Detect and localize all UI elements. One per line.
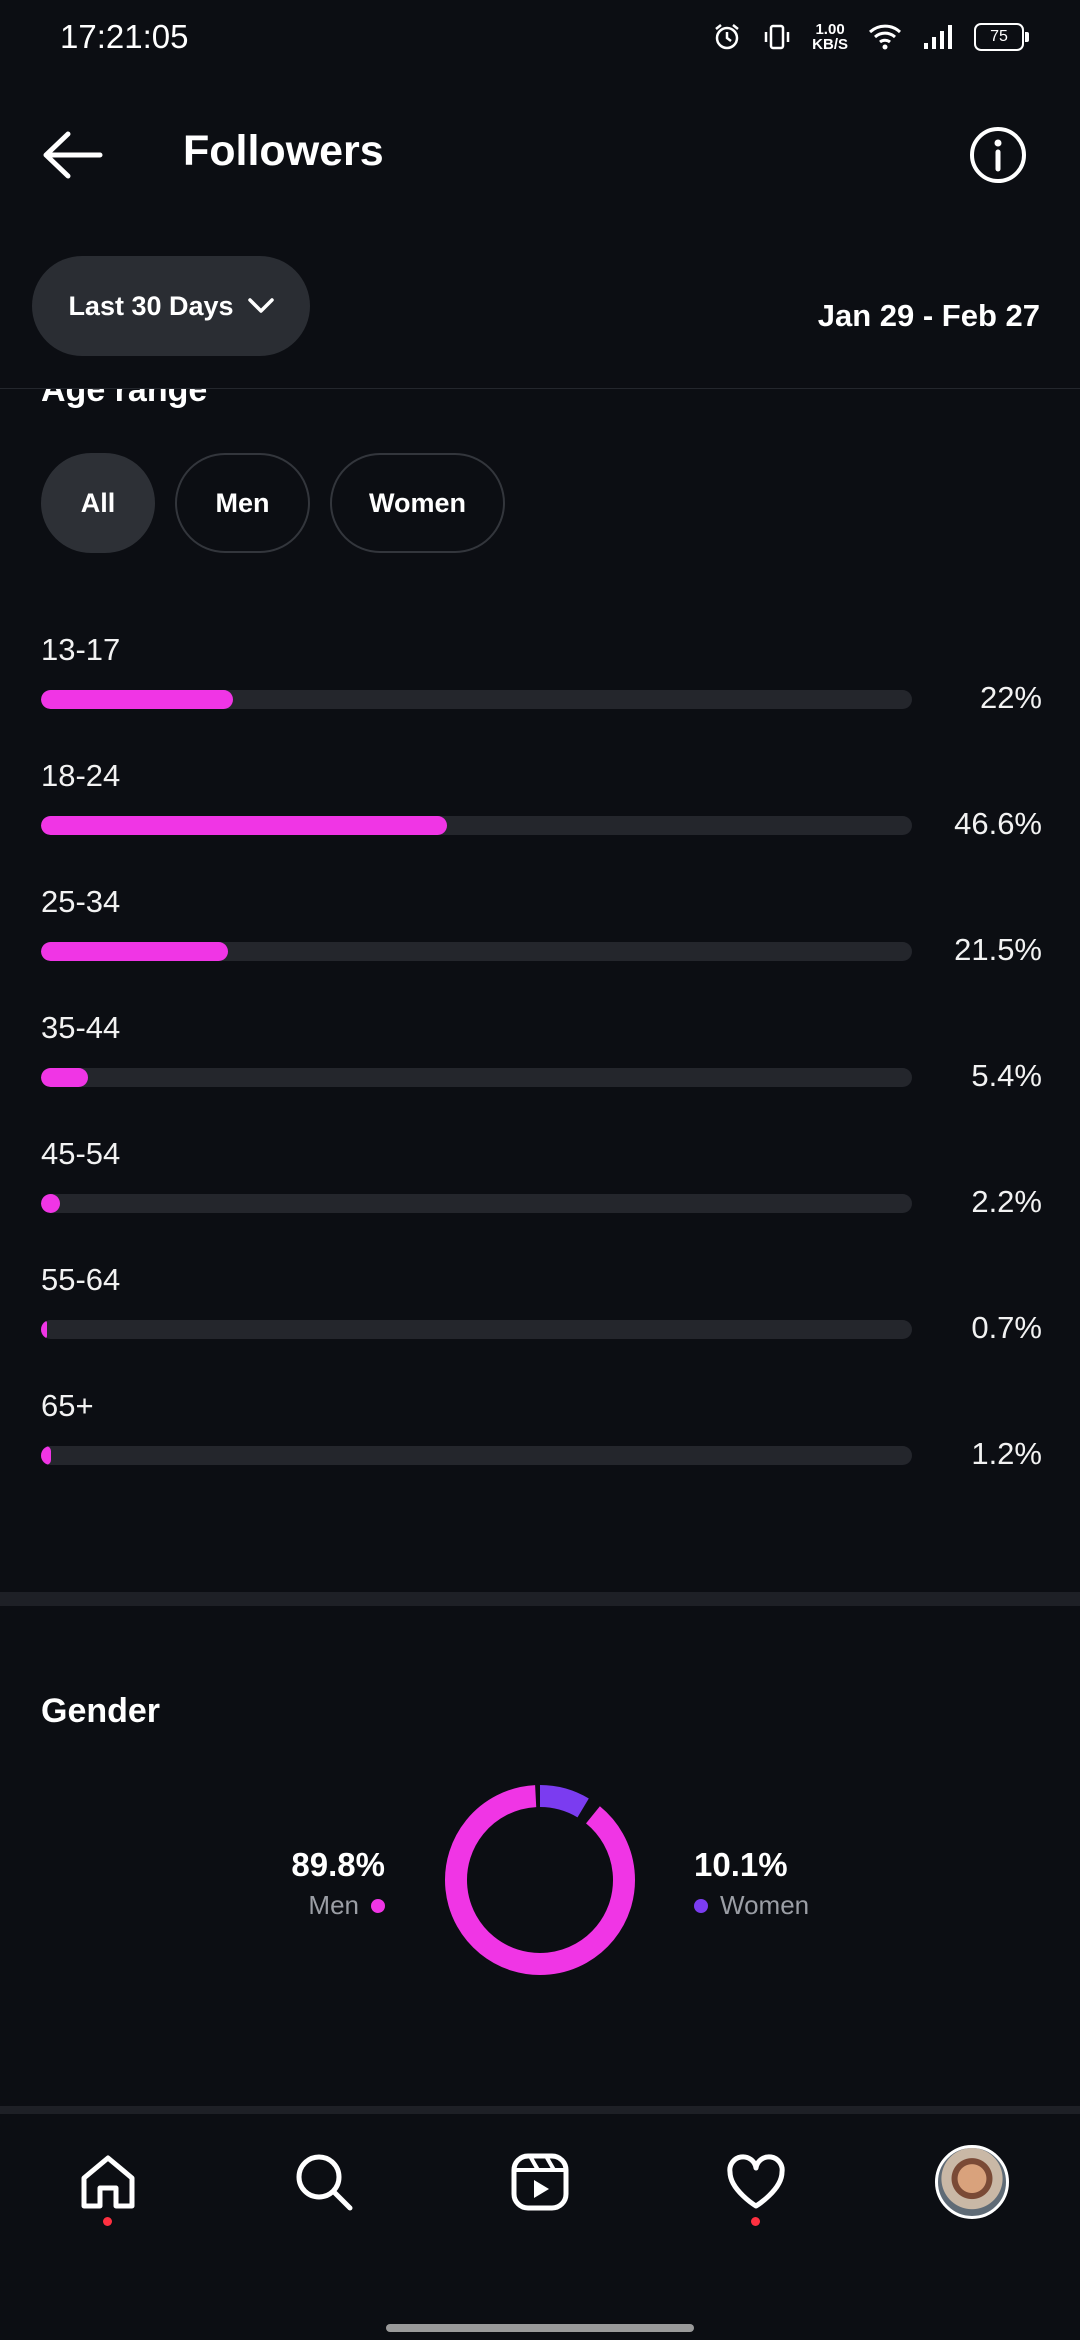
age-bar-track <box>41 1068 912 1087</box>
tab-all-label: All <box>80 487 116 518</box>
age-label: 55-64 <box>41 1262 121 1297</box>
age-bar-fill <box>41 690 233 709</box>
status-icons: 1.00 KB/S 75 <box>712 22 1029 52</box>
info-icon <box>970 127 1026 183</box>
age-label: 18-24 <box>41 758 121 793</box>
battery-icon: 75 <box>974 23 1029 51</box>
age-row: 45-54 2.2% <box>41 1136 1042 1236</box>
status-time: 17:21:05 <box>60 18 189 55</box>
profile-avatar <box>935 2145 1009 2219</box>
gender-women-value: 10.1% <box>694 1846 788 1883</box>
home-icon <box>81 2155 135 2209</box>
arrow-left-icon <box>43 131 103 179</box>
nav-home[interactable] <box>68 2142 148 2226</box>
age-row: 13-17 22% <box>41 632 1042 732</box>
date-range-dropdown[interactable]: Last 30 Days <box>32 256 310 356</box>
section-title-age-range: Age range <box>41 389 208 409</box>
back-button[interactable] <box>40 130 104 180</box>
net-speed-unit: KB/S <box>812 36 848 53</box>
tab-men[interactable]: Men <box>175 453 310 553</box>
age-bar-fill <box>41 816 447 835</box>
date-range-text: Jan 29 - Feb 27 <box>817 298 1040 333</box>
age-bar-fill <box>41 1446 52 1465</box>
age-bar-fill <box>41 1320 48 1339</box>
chevron-down-icon <box>247 298 274 313</box>
age-label: 25-34 <box>41 884 121 919</box>
age-label: 35-44 <box>41 1010 121 1045</box>
date-range-dropdown-label: Last 30 Days <box>68 290 234 321</box>
age-bar-fill <box>41 942 229 961</box>
alarm-icon <box>712 22 742 52</box>
donut-segment-women <box>445 1785 635 1975</box>
age-label: 45-54 <box>41 1136 121 1171</box>
gender-men-label: Men <box>308 1890 359 1920</box>
gender-women-label: Women <box>720 1890 810 1920</box>
age-percent: 46.6% <box>954 806 1042 841</box>
age-bar-track <box>41 942 912 961</box>
age-bar-track <box>41 816 912 835</box>
gender-stat-men: 89.8% Men <box>291 1846 385 1921</box>
divider <box>0 388 1080 389</box>
age-percent: 22% <box>979 680 1042 715</box>
nav-activity[interactable] <box>716 2142 796 2226</box>
info-button[interactable] <box>968 125 1028 185</box>
age-row: 35-44 5.4% <box>41 1010 1042 1110</box>
wifi-icon <box>868 23 902 51</box>
age-range-title-clip: Age range <box>0 389 1080 417</box>
age-bar-fill <box>41 1194 61 1213</box>
heart-icon <box>727 2154 785 2209</box>
reels-icon <box>511 2153 569 2211</box>
age-label: 13-17 <box>41 632 121 667</box>
gender-donut-chart <box>445 1785 635 1975</box>
vibrate-icon <box>762 22 792 52</box>
nav-divider <box>0 2106 1080 2114</box>
tab-women[interactable]: Women <box>330 453 505 553</box>
age-row: 55-64 0.7% <box>41 1262 1042 1362</box>
gender-stat-women: 10.1% Women <box>694 1846 809 1921</box>
nav-profile[interactable] <box>932 2142 1012 2222</box>
age-label: 65+ <box>41 1388 94 1423</box>
search-icon <box>296 2154 353 2211</box>
gender-women-legend: Women <box>694 1890 809 1921</box>
age-bar-track <box>41 1194 912 1213</box>
bottom-nav <box>0 2114 1080 2244</box>
tab-women-label: Women <box>368 487 466 518</box>
header: Followers <box>0 110 1080 200</box>
age-percent: 0.7% <box>971 1310 1042 1345</box>
age-bar-track <box>41 690 912 709</box>
age-percent: 21.5% <box>954 932 1042 967</box>
legend-dot-women <box>694 1898 708 1913</box>
age-row: 25-34 21.5% <box>41 884 1042 984</box>
status-bar: 17:21:05 1.00 KB/S 75 <box>0 0 1080 80</box>
net-speed: 1.00 KB/S <box>812 22 848 52</box>
age-percent: 1.2% <box>971 1436 1042 1471</box>
home-indicator <box>386 2324 694 2332</box>
age-bar-fill <box>41 1068 89 1087</box>
section-title-gender: Gender <box>41 1692 161 1730</box>
gender-men-value: 89.8% <box>291 1846 385 1883</box>
nav-reels[interactable] <box>500 2142 580 2222</box>
age-row: 65+ 1.2% <box>41 1388 1042 1488</box>
notification-dot <box>103 2217 112 2226</box>
tab-men-label: Men <box>215 487 270 518</box>
nav-search[interactable] <box>284 2142 364 2222</box>
page-title: Followers <box>183 127 384 175</box>
age-bar-track <box>41 1320 912 1339</box>
net-speed-value: 1.00 <box>815 21 845 38</box>
age-percent: 5.4% <box>971 1058 1042 1093</box>
gender-men-legend: Men <box>291 1890 385 1921</box>
age-row: 18-24 46.6% <box>41 758 1042 858</box>
signal-icon <box>922 23 954 51</box>
donut-segment-men <box>445 1785 635 1975</box>
notification-dot <box>751 2217 760 2226</box>
tab-all[interactable]: All <box>41 453 155 553</box>
section-divider <box>0 1592 1080 1606</box>
legend-dot-men <box>371 1898 385 1913</box>
age-bar-track <box>41 1446 912 1465</box>
age-percent: 2.2% <box>971 1184 1042 1219</box>
